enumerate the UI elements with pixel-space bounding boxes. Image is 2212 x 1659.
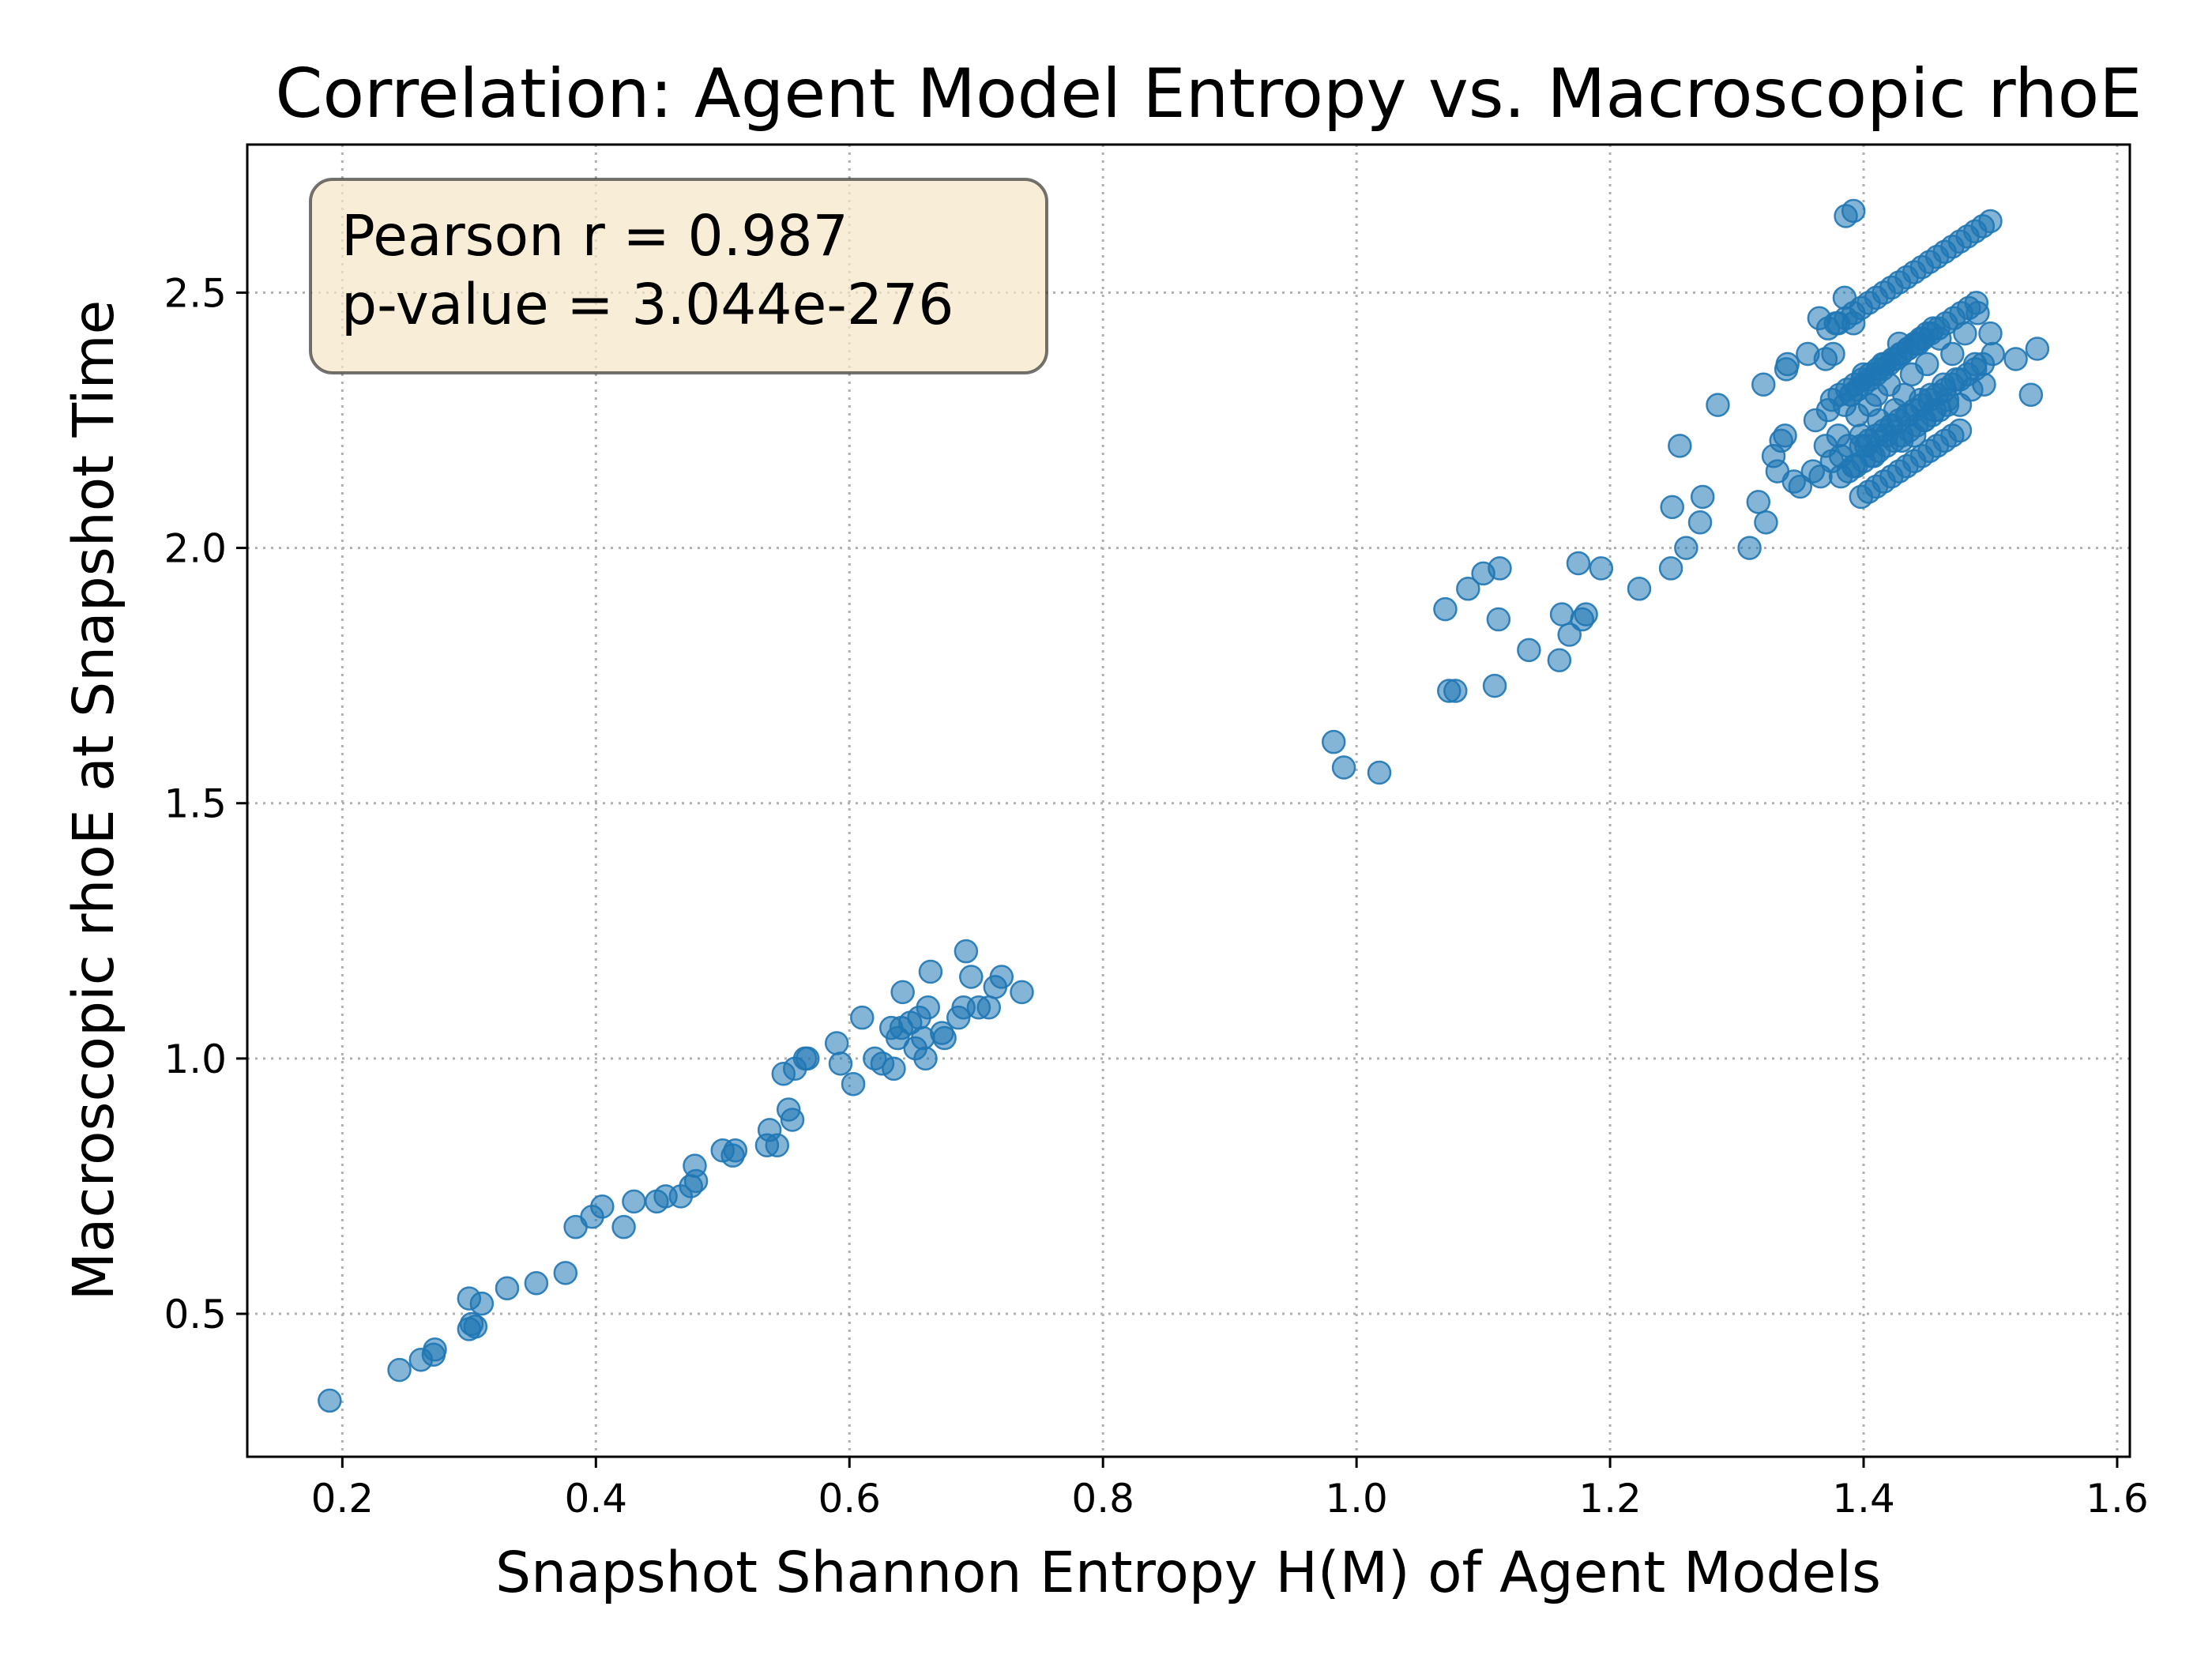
data-point (1444, 680, 1466, 702)
data-point (991, 965, 1013, 988)
data-point (1689, 511, 1711, 533)
data-point (1979, 322, 2001, 344)
data-point (1916, 353, 1938, 375)
data-point (1842, 312, 1864, 334)
data-point (623, 1191, 645, 1213)
data-point (591, 1195, 613, 1217)
data-point (1660, 557, 1682, 579)
y-tick-label: 2.5 (164, 270, 227, 316)
data-point (1822, 343, 1844, 365)
data-point (796, 1048, 818, 1070)
x-axis-ticks: 0.2 0.4 0.6 0.8 1.0 1.2 1.4 1.6 (311, 1457, 2149, 1522)
data-point (471, 1292, 493, 1315)
data-point (496, 1277, 518, 1300)
data-point (1567, 552, 1589, 574)
data-point (851, 1006, 873, 1029)
data-point (724, 1139, 747, 1161)
data-point (766, 1134, 788, 1157)
x-tick-label: 1.4 (1832, 1476, 1895, 1522)
data-point (1628, 577, 1650, 600)
data-point (830, 1052, 852, 1074)
data-point (1590, 557, 1612, 579)
data-point (1488, 608, 1510, 630)
data-point (960, 965, 982, 988)
data-point (555, 1262, 577, 1284)
x-tick-label: 0.2 (311, 1476, 374, 1522)
data-point (1842, 200, 1864, 222)
data-point (915, 1048, 937, 1070)
data-point (882, 1058, 905, 1080)
data-point (1834, 287, 1856, 309)
data-point (1668, 434, 1691, 457)
data-point (1333, 756, 1355, 778)
data-point (1752, 374, 1774, 396)
data-point (1322, 731, 1345, 753)
data-point (2005, 348, 2027, 370)
data-point (1661, 496, 1683, 518)
data-point (1777, 353, 1799, 375)
data-point (1368, 762, 1390, 784)
data-point (1755, 511, 1777, 533)
data-point (1936, 394, 1958, 416)
scatter-points (318, 200, 2048, 1412)
data-point (1010, 981, 1033, 1003)
x-tick-label: 0.4 (565, 1476, 628, 1522)
data-point (1484, 675, 1506, 697)
x-tick-label: 1.0 (1325, 1476, 1388, 1522)
data-point (1747, 491, 1770, 513)
data-point (934, 1027, 956, 1049)
data-point (1739, 537, 1761, 559)
data-point (1551, 604, 1573, 626)
data-point (978, 996, 1000, 1018)
x-tick-label: 0.8 (1071, 1476, 1134, 1522)
data-point (892, 981, 914, 1003)
data-point (389, 1359, 411, 1381)
y-tick-label: 1.5 (164, 781, 227, 827)
data-point (1548, 649, 1571, 672)
data-point (781, 1108, 803, 1130)
data-point (2026, 338, 2048, 360)
data-point (1774, 424, 1796, 446)
pearson-r-text: Pearson r = 0.987 (341, 203, 848, 269)
data-point (1922, 318, 1944, 340)
x-tick-label: 0.6 (818, 1476, 881, 1522)
y-tick-label: 1.0 (164, 1036, 227, 1082)
chart-title: Correlation: Agent Model Entropy vs. Mac… (275, 55, 2142, 134)
data-point (1575, 604, 1597, 626)
data-point (423, 1338, 446, 1360)
data-point (1488, 557, 1510, 579)
data-point (1972, 353, 1994, 375)
data-point (1979, 210, 2001, 232)
correlation-annotation: Pearson r = 0.987 p-value = 3.044e-276 (310, 179, 1047, 373)
data-point (1706, 394, 1729, 416)
data-point (1518, 639, 1540, 661)
data-point (465, 1315, 487, 1337)
data-point (917, 996, 939, 1018)
data-point (1691, 486, 1714, 508)
y-tick-label: 2.0 (164, 526, 227, 572)
data-point (1966, 292, 1988, 314)
data-point (1675, 537, 1697, 559)
y-tick-label: 0.5 (164, 1292, 227, 1337)
data-point (842, 1073, 864, 1095)
x-axis-label: Snapshot Shannon Entropy H(M) of Agent M… (495, 1540, 1881, 1605)
data-point (1949, 419, 1971, 442)
data-point (920, 961, 942, 983)
y-axis-label: Macroscopic rhoE at Snapshot Time (61, 300, 126, 1301)
data-point (318, 1390, 340, 1412)
data-point (826, 1032, 848, 1054)
data-point (1434, 598, 1456, 620)
y-axis-ticks: 0.5 1.0 1.5 2.0 2.5 (164, 270, 247, 1337)
x-tick-label: 1.6 (2086, 1476, 2149, 1522)
data-point (613, 1216, 635, 1238)
data-point (955, 940, 977, 962)
data-point (2020, 384, 2042, 406)
data-point (1941, 343, 1963, 365)
x-tick-label: 1.2 (1578, 1476, 1642, 1522)
p-value-text: p-value = 3.044e-276 (341, 272, 954, 337)
data-point (683, 1155, 705, 1177)
data-point (525, 1272, 547, 1294)
